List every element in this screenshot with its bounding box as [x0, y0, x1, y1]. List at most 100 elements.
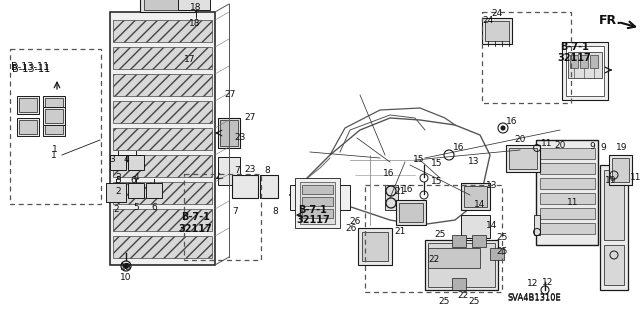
Bar — [45, 120, 63, 134]
Bar — [472, 235, 486, 247]
Text: 1: 1 — [51, 151, 57, 160]
Bar — [604, 245, 624, 285]
Text: SVA4B1310E: SVA4B1310E — [507, 293, 561, 302]
Text: 17: 17 — [184, 55, 196, 63]
Text: 14: 14 — [486, 220, 498, 229]
Text: 22: 22 — [458, 291, 468, 300]
Text: SVA4B1310E: SVA4B1310E — [508, 294, 561, 303]
Bar — [220, 120, 238, 146]
Bar — [110, 155, 126, 170]
Text: 7: 7 — [232, 207, 237, 217]
Bar — [385, 185, 398, 210]
Text: 8: 8 — [265, 166, 270, 175]
Text: 18: 18 — [189, 19, 201, 28]
Bar — [19, 120, 37, 134]
Text: 3: 3 — [109, 155, 115, 164]
Bar — [580, 55, 588, 68]
Bar — [140, 0, 195, 12]
Bar — [106, 183, 126, 202]
Text: 2: 2 — [113, 205, 119, 214]
Bar — [540, 208, 595, 219]
Bar — [396, 200, 426, 225]
Bar — [43, 96, 65, 114]
Bar — [146, 183, 162, 198]
Bar — [609, 155, 632, 185]
Bar — [600, 165, 628, 290]
Text: 9: 9 — [600, 143, 605, 152]
Text: 4: 4 — [124, 155, 129, 164]
Bar — [452, 235, 466, 247]
Bar — [365, 185, 502, 292]
Text: 16: 16 — [506, 117, 518, 127]
Text: 10: 10 — [120, 273, 132, 283]
Text: B-13-11: B-13-11 — [11, 62, 49, 72]
Bar — [260, 175, 278, 198]
Text: 18: 18 — [190, 4, 202, 12]
Bar — [464, 186, 487, 207]
Text: 25: 25 — [438, 298, 450, 307]
Bar — [113, 20, 212, 42]
Bar — [399, 203, 423, 222]
Bar — [302, 197, 333, 206]
Bar — [604, 170, 624, 240]
Text: 21: 21 — [394, 227, 406, 236]
Text: B-7-1
32117: B-7-1 32117 — [558, 42, 591, 63]
Text: 4: 4 — [133, 174, 139, 182]
Circle shape — [124, 263, 129, 269]
Bar — [218, 118, 240, 148]
Bar — [45, 98, 63, 112]
Text: 23: 23 — [234, 133, 246, 142]
Bar — [19, 98, 37, 112]
Text: 11: 11 — [567, 198, 579, 207]
Bar — [534, 145, 540, 165]
Text: 24: 24 — [492, 10, 502, 19]
Bar — [300, 182, 335, 224]
Bar — [113, 128, 212, 150]
Bar — [128, 183, 144, 198]
Bar — [461, 183, 490, 210]
Bar — [43, 118, 65, 136]
Bar — [17, 96, 39, 114]
Bar — [113, 74, 212, 96]
Text: 22: 22 — [428, 256, 440, 264]
Text: 23: 23 — [244, 166, 255, 174]
Bar — [45, 109, 63, 123]
Text: 7: 7 — [234, 166, 239, 175]
Bar — [232, 175, 258, 198]
Bar — [509, 148, 537, 169]
Bar — [540, 178, 595, 189]
Text: 11: 11 — [541, 139, 553, 149]
Bar — [113, 155, 212, 177]
Bar — [358, 228, 392, 265]
Bar — [113, 101, 212, 123]
Bar — [113, 209, 212, 231]
Bar — [184, 174, 261, 260]
Text: 20: 20 — [515, 136, 525, 145]
Text: 24: 24 — [482, 16, 493, 25]
Text: FR.: FR. — [598, 13, 621, 26]
Text: B-7-1: B-7-1 — [299, 205, 328, 215]
Bar — [144, 0, 191, 10]
Text: 6: 6 — [151, 204, 157, 212]
Text: B-13-11: B-13-11 — [12, 63, 50, 74]
Bar — [178, 0, 210, 10]
Bar — [534, 215, 540, 235]
Bar — [482, 12, 571, 103]
Text: 16: 16 — [403, 186, 413, 195]
Text: 5: 5 — [116, 176, 121, 185]
Text: 15: 15 — [431, 177, 443, 187]
Bar — [612, 158, 629, 182]
Text: 8: 8 — [272, 207, 278, 217]
Bar — [566, 46, 604, 96]
Text: 26: 26 — [349, 218, 361, 226]
Bar — [428, 243, 495, 287]
Text: 2: 2 — [116, 187, 121, 196]
Text: 11: 11 — [630, 174, 640, 182]
Bar — [128, 155, 144, 170]
Text: 16: 16 — [383, 169, 394, 178]
Text: 26: 26 — [345, 224, 356, 233]
Text: 25: 25 — [496, 247, 508, 256]
Text: 10: 10 — [120, 263, 131, 272]
Bar — [113, 47, 212, 69]
Bar — [17, 118, 39, 136]
